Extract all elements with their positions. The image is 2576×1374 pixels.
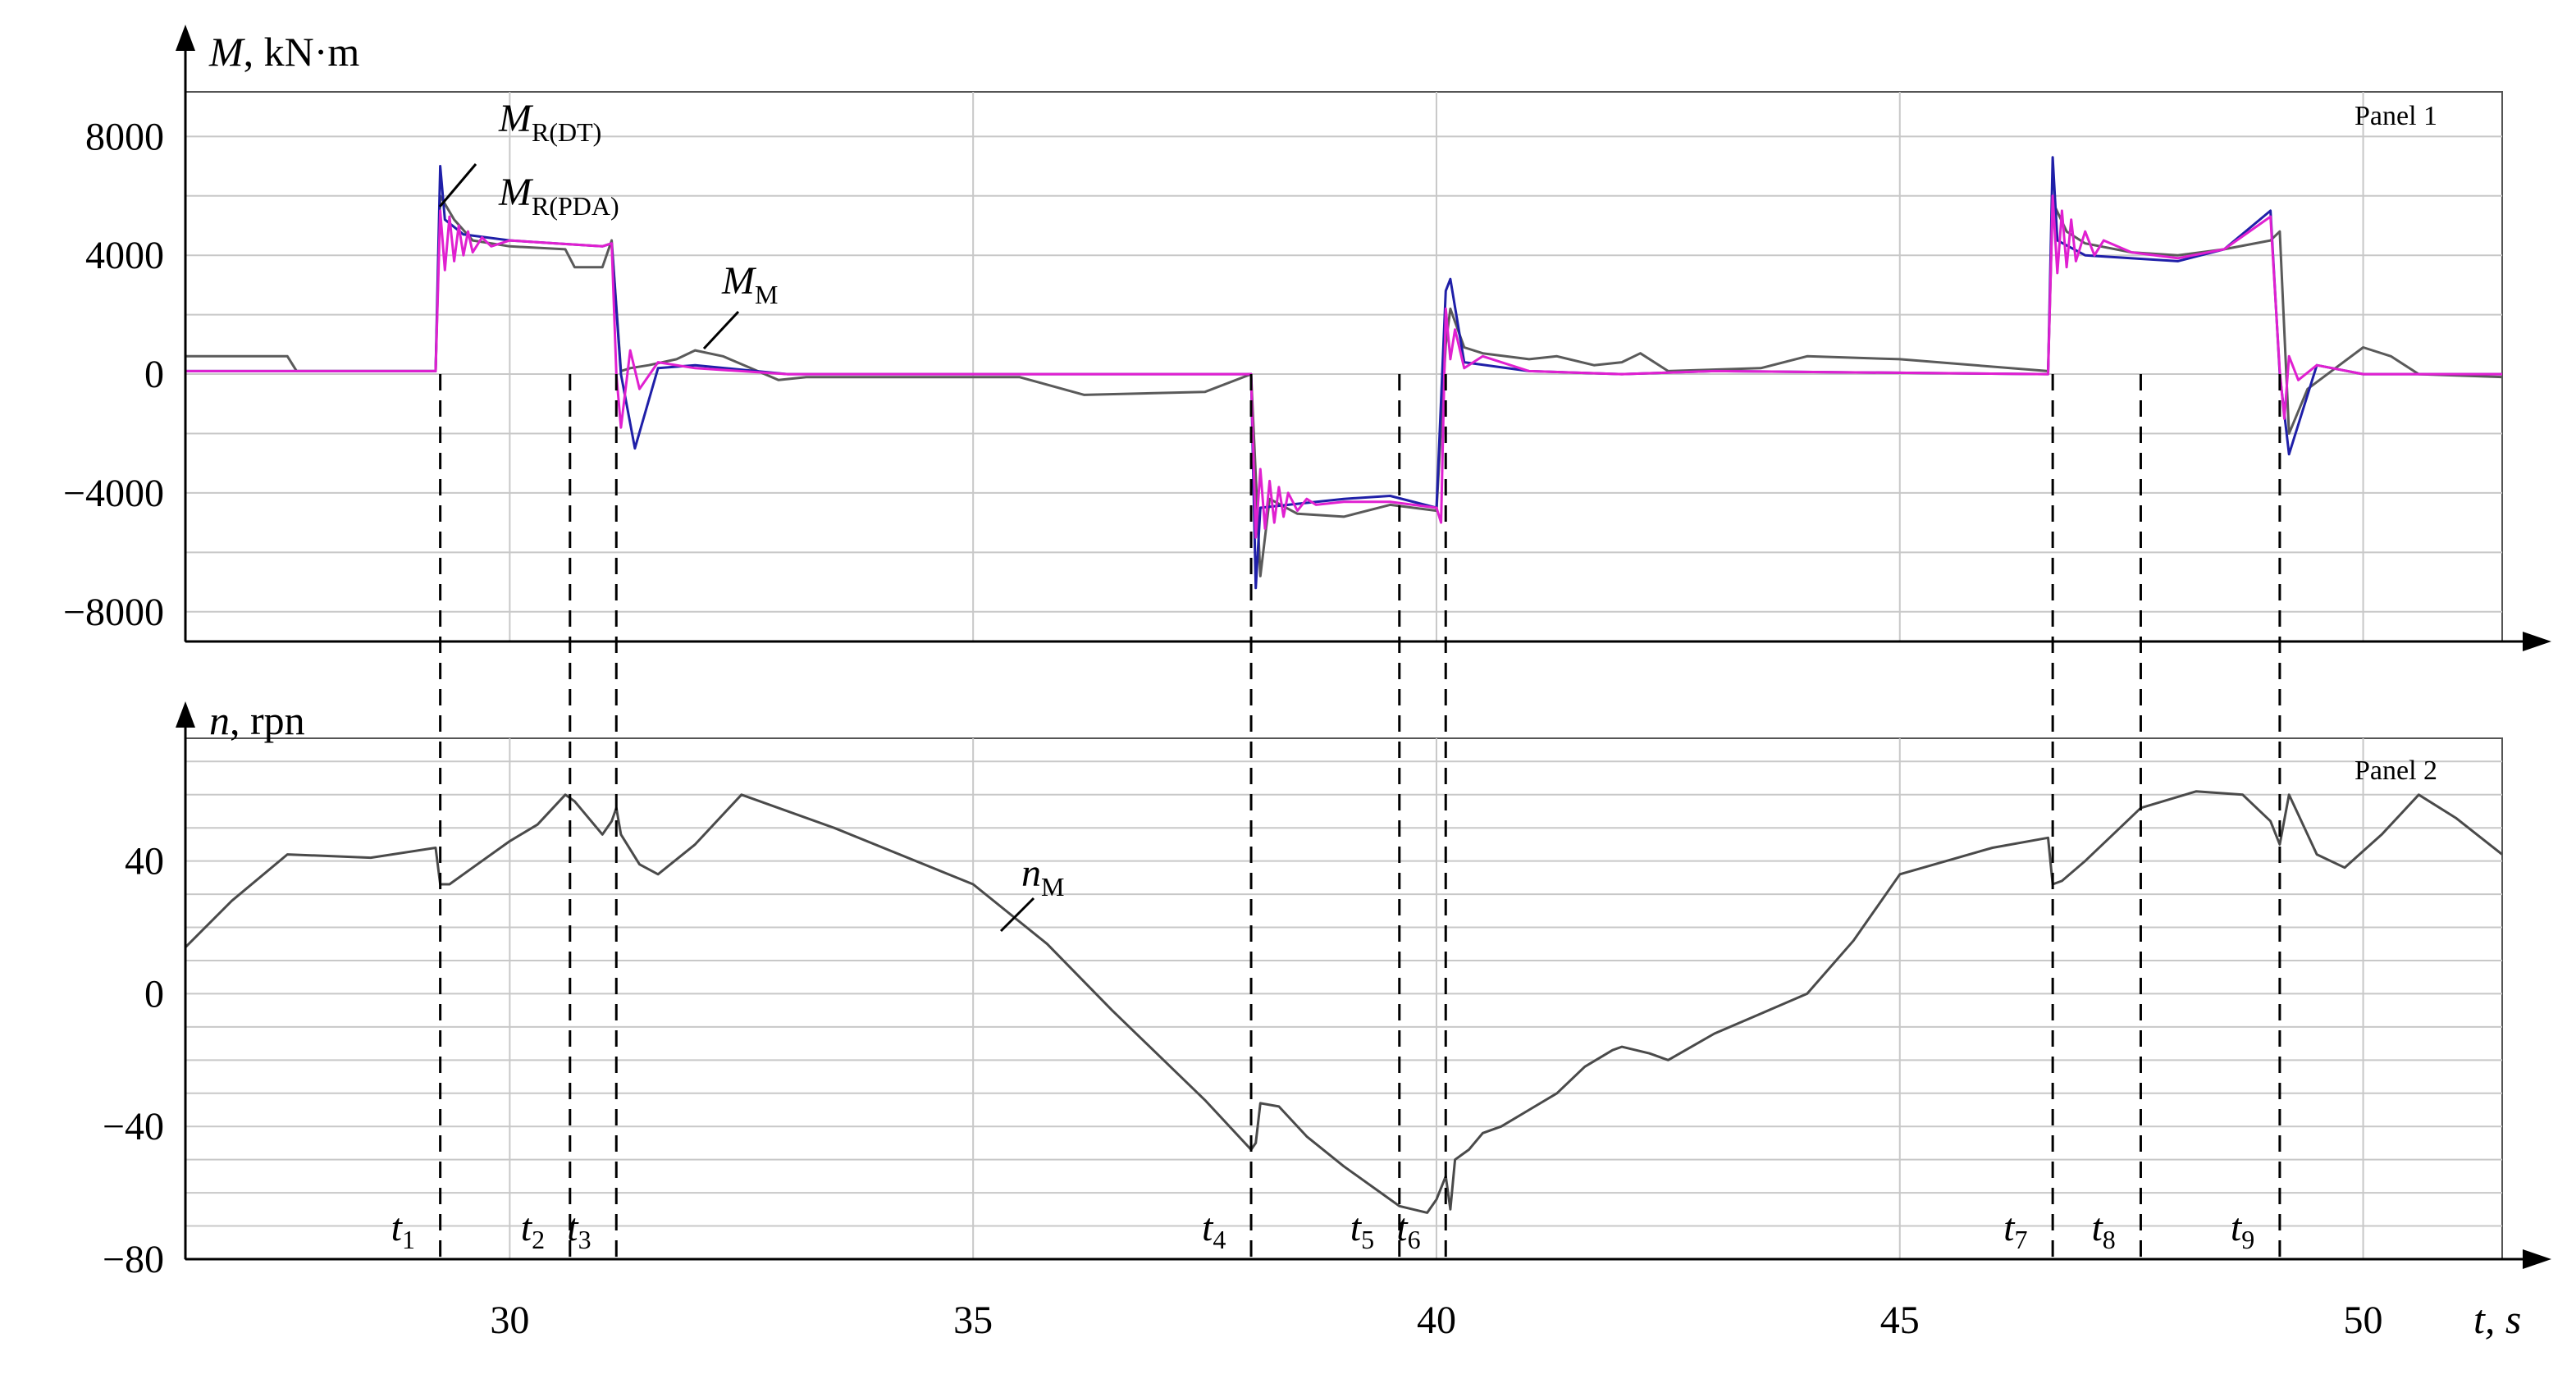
- panel-1-series-line-3: [185, 194, 2502, 539]
- x-tick-label: 30: [490, 1299, 529, 1342]
- event-marker-label-t7: t7: [2003, 1206, 2027, 1254]
- panel-1-series-line-2: [185, 156, 2502, 590]
- panel-1-y-tick-label: 4000: [85, 234, 164, 277]
- event-marker-label-t5: t5: [1350, 1206, 1374, 1254]
- panel-1-y-tick-label: −4000: [63, 472, 164, 515]
- panel-1-torque: 8000 4000 0 −4000 −8000 Panel 1 M, kN·m MR(D…: [63, 25, 2551, 651]
- panel-1-label: Panel 1: [2354, 101, 2437, 131]
- panel-2-series: [184, 790, 2503, 1214]
- panel-1-frame: [185, 91, 2503, 642]
- x-axis-title: t, s: [2473, 1296, 2521, 1342]
- panel-2-frame: [185, 737, 2503, 1260]
- panel-2-label: Panel 2: [2354, 755, 2437, 786]
- panel-2-y-axis-title: n, rpn: [209, 697, 305, 743]
- panel-2-y-tick-label: −40: [103, 1105, 164, 1148]
- annotation-mr-pda: MR(PDA): [498, 171, 619, 221]
- panel-2-x-ticks: 30 35 40 45 50: [490, 1299, 2382, 1342]
- svg-text:MR(PDA): MR(PDA): [498, 171, 619, 221]
- panel-1-y-tick-label: 0: [144, 353, 164, 396]
- event-marker-label-t9: t9: [2231, 1206, 2254, 1254]
- panel-1-y-axis-title: M, kN·m: [208, 29, 359, 75]
- panel-2-series-line-1: [184, 790, 2503, 1214]
- panel-1-series-line-1: [185, 194, 2503, 577]
- event-marker-label-t3: t3: [567, 1206, 591, 1254]
- x-tick-label: 45: [1880, 1299, 1920, 1342]
- annotation-nm: nM: [1021, 851, 1064, 902]
- annotation-leader-mm: [702, 310, 740, 350]
- panel-1-y-tick-label: 8000: [85, 115, 164, 158]
- event-marker-label-t1: t1: [391, 1206, 415, 1254]
- panel-1-grid: [185, 92, 2502, 641]
- panel-2-y-axis-arrowhead: [176, 701, 195, 728]
- event-marker-label-t6: t6: [1396, 1206, 1420, 1254]
- panel-1-series: [185, 156, 2503, 590]
- annotation-mm: MM: [721, 259, 778, 309]
- event-markers: t1 t2 t3 t4 t5 t6 t7 t8 t9: [391, 374, 2281, 1259]
- svg-text:MR(DT): MR(DT): [498, 97, 601, 147]
- panel-2-y-tick-label: 0: [144, 972, 164, 1016]
- panel-2-y-tick-label: 40: [125, 840, 164, 883]
- event-marker-label-t4: t4: [1202, 1206, 1226, 1254]
- x-tick-label: 50: [2344, 1299, 2383, 1342]
- panel-1-y-tick-label: −8000: [63, 591, 164, 634]
- panel-2-speed: 40 0 −40 −80 30 35 40 45 50 Panel 2 n, rpn t, s…: [103, 697, 2551, 1342]
- panel-2-y-tick-label: −80: [103, 1238, 164, 1281]
- event-marker-label-t8: t8: [2091, 1206, 2115, 1254]
- panel-2-y-ticks: 40 0 −40 −80: [103, 840, 164, 1281]
- annotation-mr-dt: MR(DT): [498, 97, 601, 147]
- annotation-leader-mr: [438, 163, 477, 208]
- x-tick-label: 35: [953, 1299, 993, 1342]
- panel-1-y-axis-arrowhead: [176, 25, 195, 51]
- panel-2-x-axis-arrowhead: [2523, 1249, 2551, 1269]
- panel-1-x-axis-arrowhead: [2523, 632, 2551, 651]
- svg-text:MM: MM: [721, 259, 778, 309]
- panel-2-grid: [185, 738, 2502, 1260]
- panel-1-y-ticks: 8000 4000 0 −4000 −8000: [63, 115, 164, 633]
- annotation-leader-nm: [999, 897, 1035, 933]
- x-tick-label: 40: [1417, 1299, 1456, 1342]
- svg-text:nM: nM: [1021, 851, 1064, 902]
- event-marker-label-t2: t2: [521, 1206, 545, 1254]
